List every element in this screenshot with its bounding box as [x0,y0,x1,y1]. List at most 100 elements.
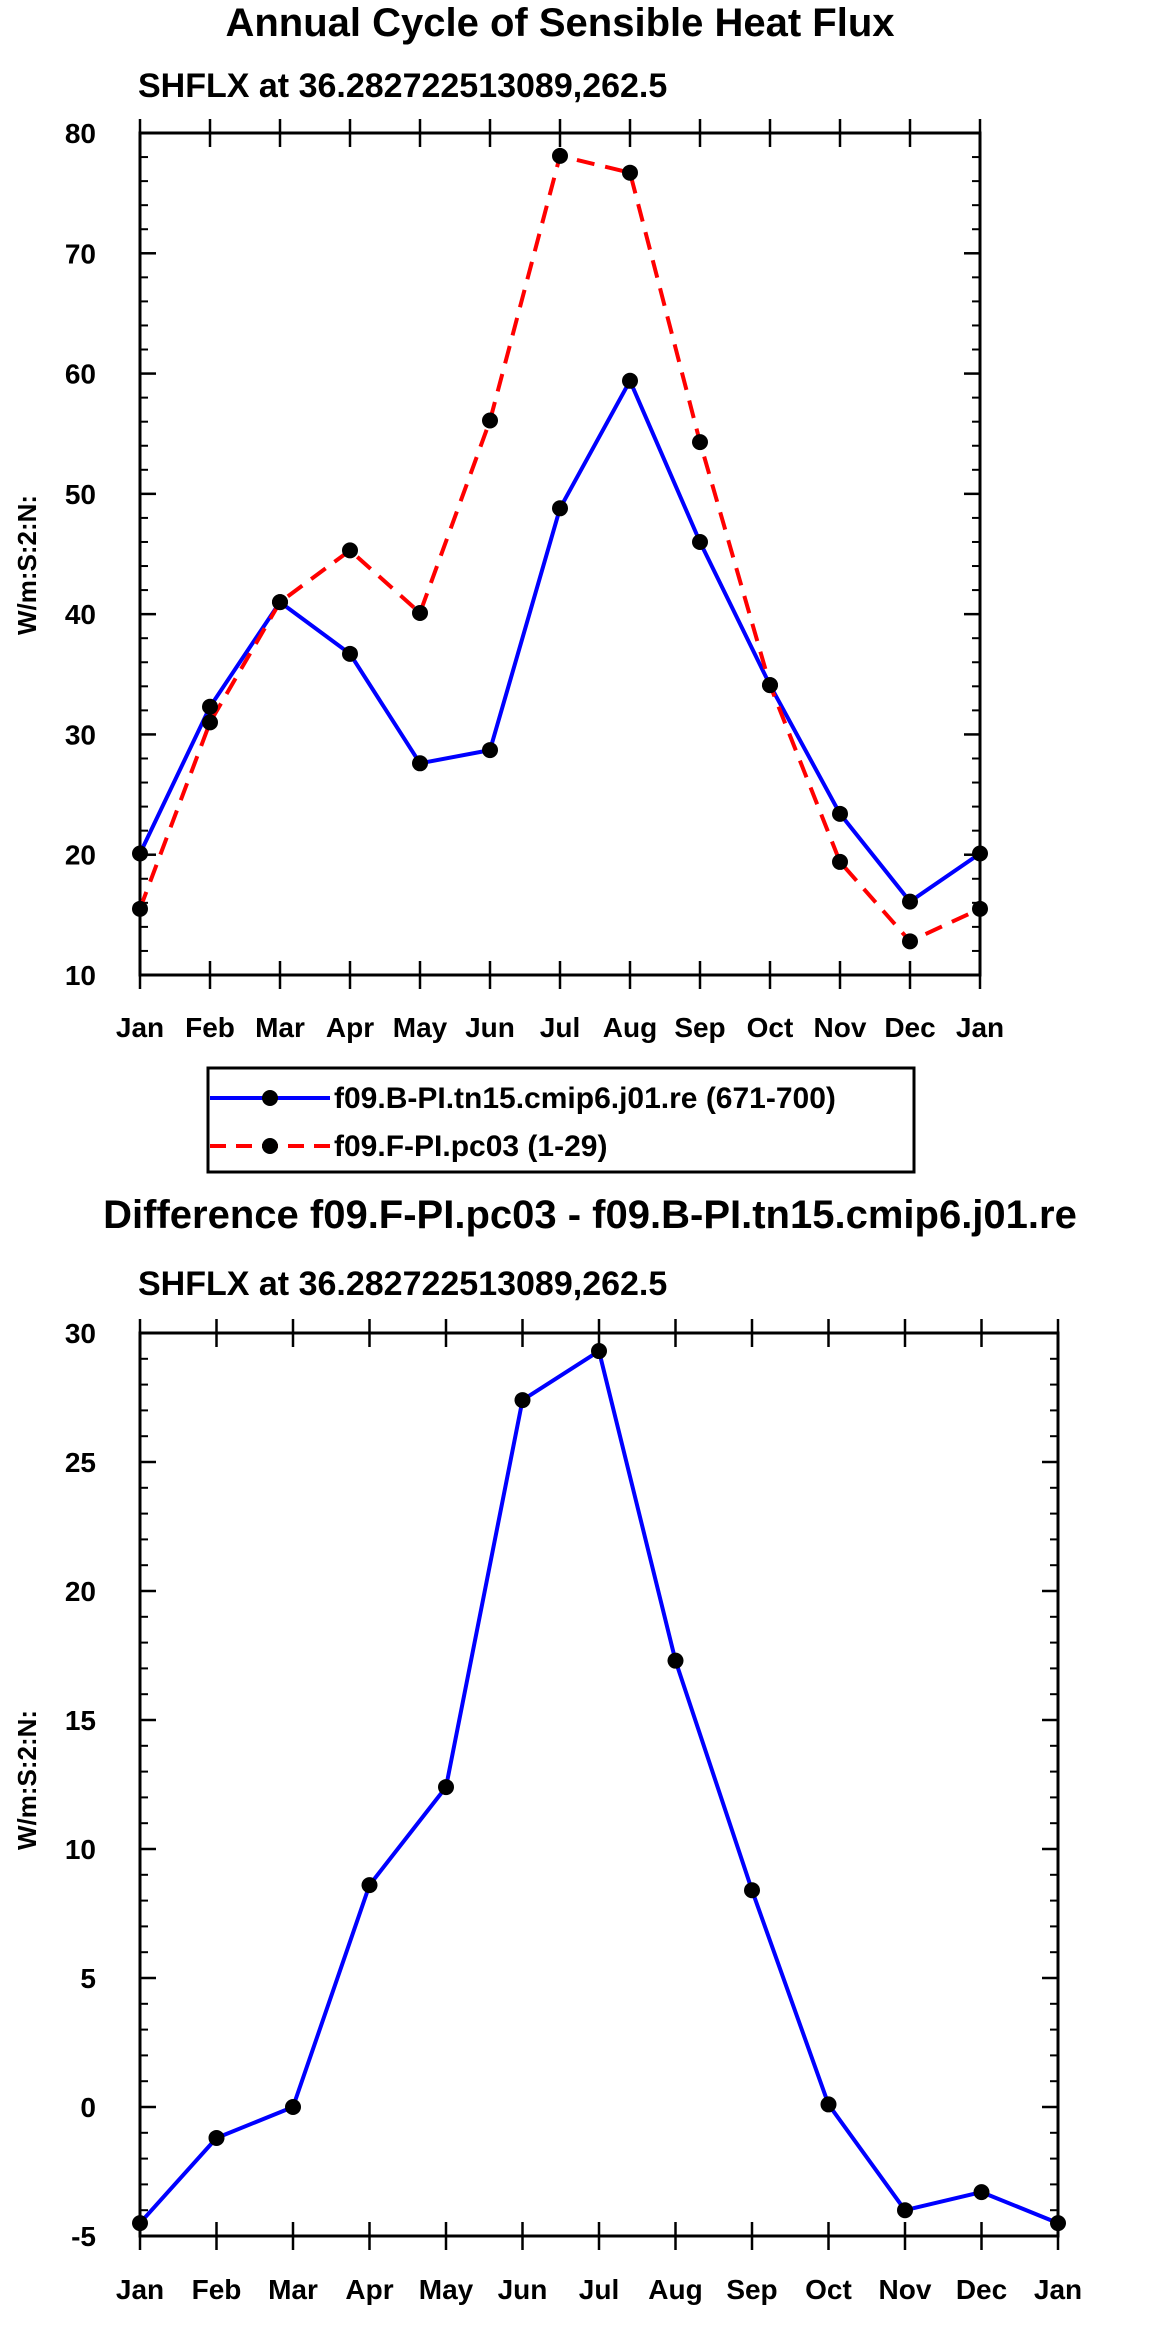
chart1-title: Annual Cycle of Sensible Heat Flux [225,1,894,45]
chart1-x-tick-label: Jan [956,1012,1004,1043]
chart1-plot-frame [138,131,982,977]
chart2-x-tick-label: Aug [648,2274,702,2305]
chart1-y-tick-label: 30 [65,719,96,750]
chart1-series-2-point [412,604,428,621]
chart2-y-tick-label: -5 [71,2221,96,2252]
chart2-y-tick-label: 10 [65,1834,96,1865]
legend-label-series-2: f09.F-PI.pc03 (1-29) [334,1130,607,1163]
chart1-x-tick-label: Jun [465,1012,515,1043]
chart2-x-tick-label: Feb [192,2274,242,2305]
chart1-y-tick-label: 60 [65,359,96,390]
chart2-series-1-point [667,1652,684,1669]
chart2-series-1-point [591,1343,607,1360]
chart1-series-1-point [692,533,708,550]
chart2-series [132,1343,1066,2232]
chart1-series-line-2 [138,153,981,944]
chart2-x-tick-label: Sep [726,2274,777,2305]
chart1-series-2-point [972,900,988,917]
chart2-y-tick-label: 30 [65,1318,96,1349]
chart1-x-tick-label: Jan [116,1012,164,1043]
chart1-series-2-point [342,542,358,559]
chart1-y-axis-label: W/m:S:2:N: [12,495,42,635]
legend-marker-series-2 [262,1138,278,1154]
chart2-series-1-point [744,1882,760,1899]
chart1-series-2-point [902,933,918,950]
chart1-series-2-point [202,714,218,731]
legend-box [206,1066,916,1174]
chart2-x-tick-label: Mar [268,2274,318,2305]
chart2-series-1-point [208,2129,225,2146]
legend-marker-series-1 [262,1090,278,1106]
chart2-x-tick-label: Apr [345,2274,393,2305]
chart2-x-tick-label: Jul [579,2274,619,2305]
chart2-x-tick-label: Nov [879,2274,932,2305]
chart2-y-tick-label: 25 [65,1447,96,1478]
chart2-y-tick-label: 20 [65,1576,96,1607]
chart2-series-1-point [820,2096,837,2113]
chart2-series-1-point [361,1877,378,1894]
chart2-series-1-point [132,2215,148,2232]
chart1-series-2-point [482,412,498,429]
chart1-series-2-point [692,434,708,451]
legend: f09.B-PI.tn15.cmip6.j01.re (671-700) f09… [206,1066,916,1174]
chart2-y-tick-label: 5 [80,1963,96,1994]
chart1-series-2-point [552,147,568,164]
chart1-series-1-point [552,500,568,517]
chart2-series-1-point [438,1779,454,1796]
chart1-series-1-point [202,698,218,715]
chart2-y-tick-label: 15 [65,1705,96,1736]
chart1-y-tick-label: 40 [65,599,96,630]
chart2-series-1-point [285,2099,301,2115]
chart2-x-tick-label: Dec [956,2274,1007,2305]
chart2-subtitle: SHFLX at 36.282722513089,262.5 [138,1265,667,1303]
chart1-y-tick-label: 70 [65,238,96,269]
chart1-y-tick-label: 80 [65,118,96,149]
chart1-series-1-point [832,805,848,822]
chart1-axes: 10 20 30 40 50 60 70 80 Jan Feb Mar Apr May Jun Jul Aug… [65,118,1004,1043]
chart1-x-tick-label: Dec [884,1012,935,1043]
chart1-y-tick-label: 20 [65,840,96,871]
chart1-series-1-point [902,893,918,910]
chart1-series-2-point [132,900,148,917]
chart2-x-tick-label: Jan [116,2274,164,2305]
chart1-series-2-point [622,164,638,181]
chart1-series-line-1 [138,378,982,904]
chart1-x-tick-label: Oct [747,1012,794,1043]
chart1-x-tick-label: Nov [814,1012,867,1043]
chart2-plot-frame [138,1331,1060,2238]
chart2-series-1-point [897,2202,913,2219]
chart2-series-1-point [1050,2215,1066,2232]
chart1-y-tick-label: 10 [65,960,96,991]
chart1-y-tick-label: 50 [65,479,96,510]
chart2-series-1-point [514,1392,531,1409]
chart2-series-1-point [973,2184,990,2201]
chart2-series-line-1 [138,1349,1059,2225]
chart2-x-tick-label: Jun [498,2274,548,2305]
chart1-series-1-point [622,372,638,389]
chart1-series-2-point [762,677,778,694]
chart1-x-tick-label: Feb [185,1012,235,1043]
chart1-series-1-point [412,755,428,772]
chart2-y-tick-label: 0 [80,2092,96,2123]
chart1-x-tick-label: Sep [674,1012,725,1043]
chart1-x-tick-label: Aug [603,1012,657,1043]
chart1-x-tick-label: Mar [255,1012,305,1043]
chart2-x-tick-label: Oct [805,2274,852,2305]
chart2-axes: -5 0 5 10 15 20 25 30 Jan Feb Mar Apr May Jun Jul Aug Se… [65,1318,1082,2305]
chart1-x-tick-label: Jul [540,1012,580,1043]
chart1-series [132,147,988,950]
chart1-series-2-point [272,594,288,611]
chart2-x-tick-label: Jan [1034,2274,1082,2305]
chart1-x-tick-label: Apr [326,1012,374,1043]
chart1-x-tick-label: May [393,1012,448,1043]
legend-label-series-1: f09.B-PI.tn15.cmip6.j01.re (671-700) [334,1082,836,1115]
chart1-series-1-point [342,645,358,662]
chart1-series-2-point [832,853,848,870]
chart1-series-1-point [482,742,498,759]
chart2-y-axis-label: W/m:S:2:N: [12,1710,42,1850]
chart2-x-tick-label: May [419,2274,474,2305]
chart1-series-1-point [132,845,148,862]
chart1-series-1-point [972,845,988,862]
chart1-subtitle: SHFLX at 36.282722513089,262.5 [138,67,667,105]
